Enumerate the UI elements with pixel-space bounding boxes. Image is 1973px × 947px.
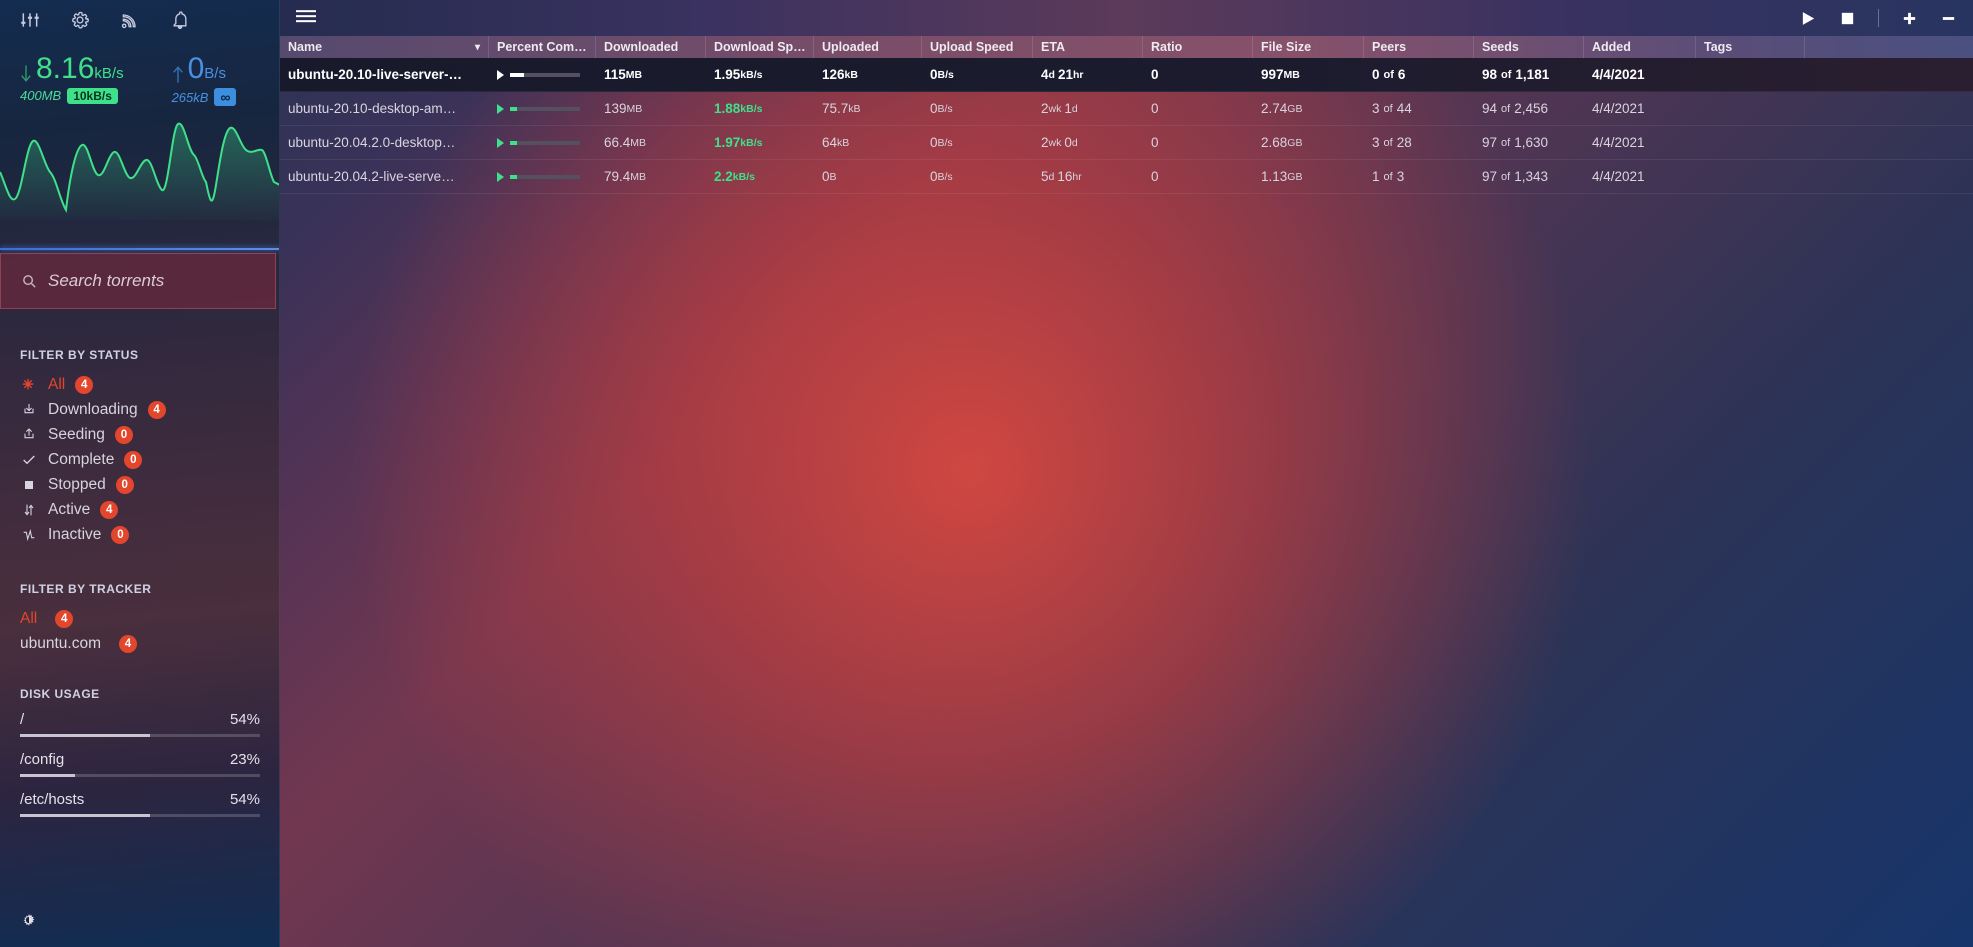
svg-text:✳: ✳ <box>22 377 33 392</box>
